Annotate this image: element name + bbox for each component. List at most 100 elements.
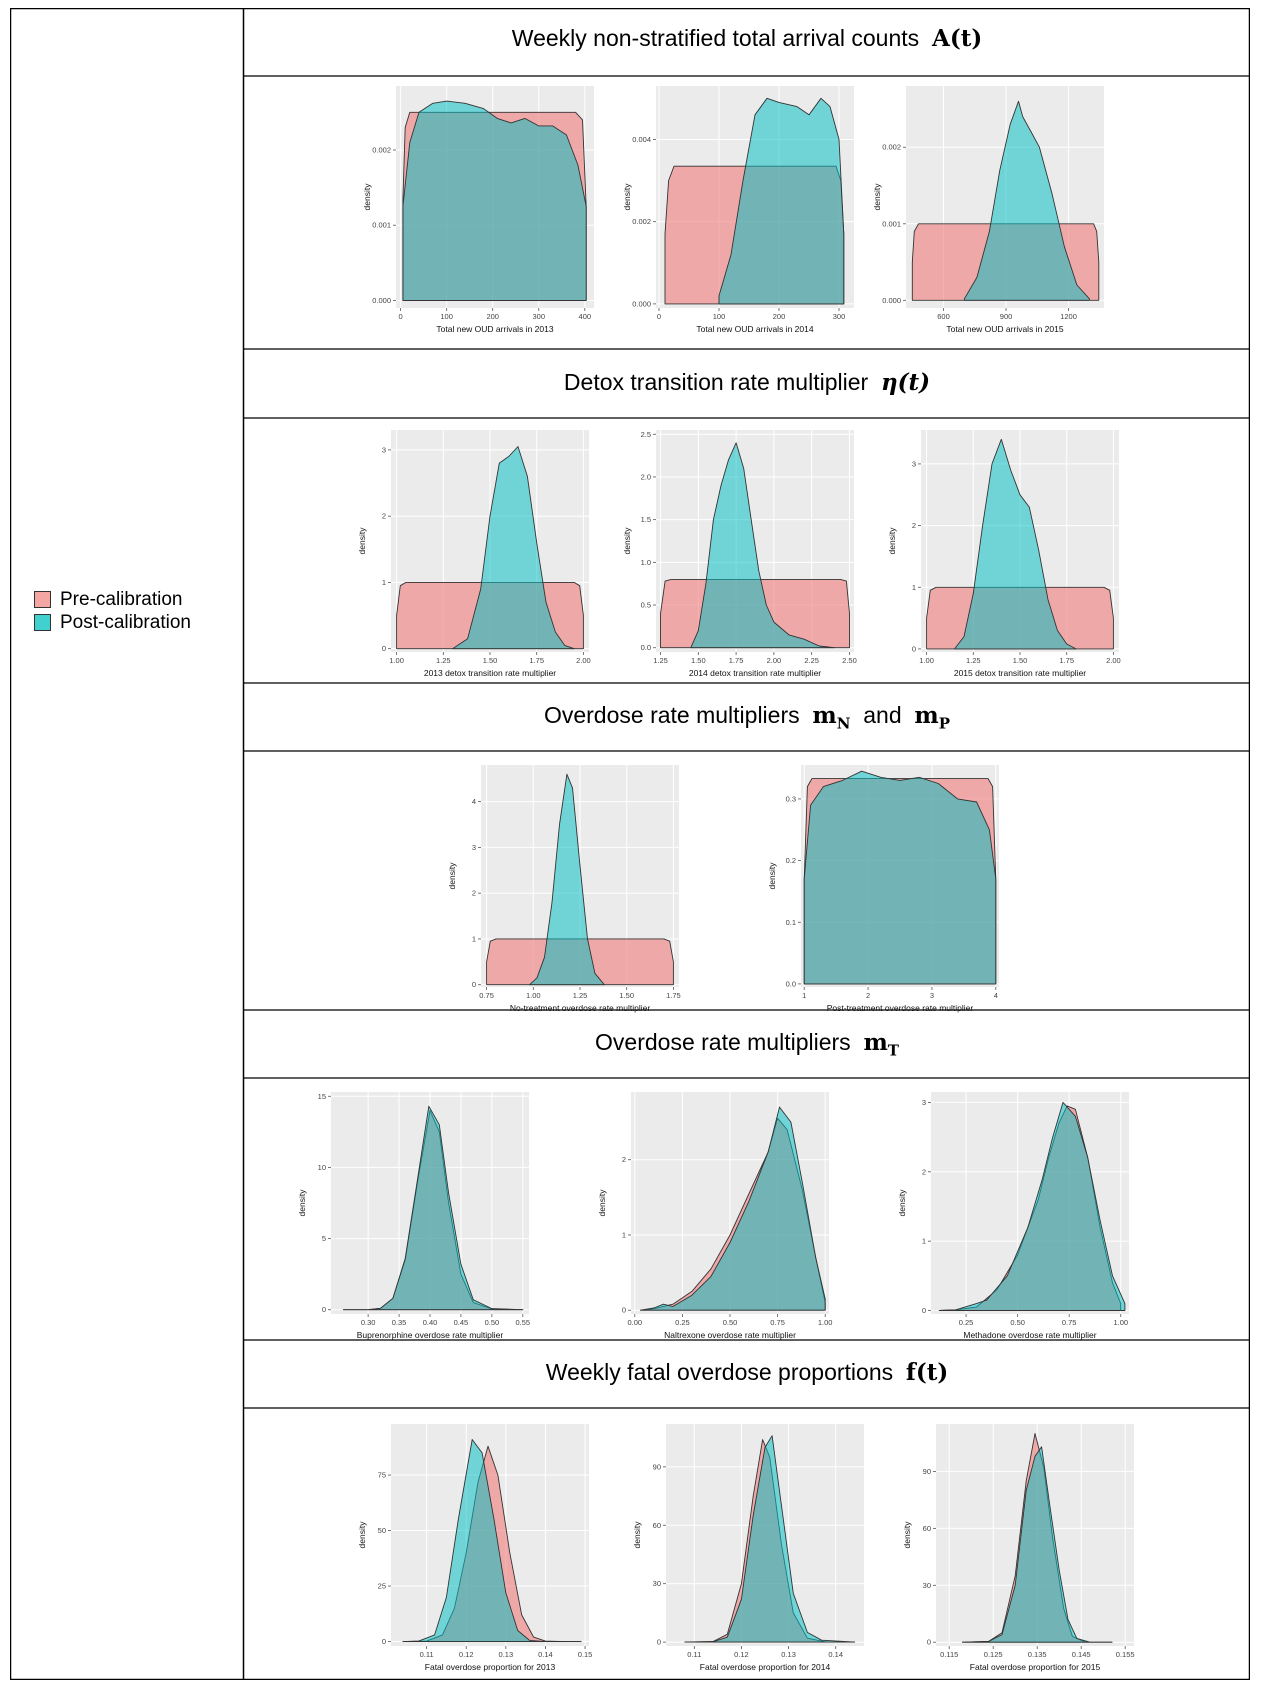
x-tick-label: 0.125 — [984, 1650, 1003, 1659]
density-area-post-calibration — [342, 1105, 524, 1311]
x-axis-label: 2014 detox transition rate multiplier — [689, 668, 821, 678]
x-tick-label: 1.75 — [666, 991, 681, 1000]
x-tick-label: 1.50 — [1013, 656, 1028, 665]
y-axis-label: density — [622, 527, 632, 555]
x-tick-label: 1.75 — [529, 656, 544, 665]
x-tick-label: 0.55 — [516, 1318, 531, 1327]
y-tick-label: 2 — [472, 889, 476, 898]
row-title-symbol: f — [905, 1359, 916, 1386]
y-tick-label: 0.002 — [372, 145, 391, 154]
chart-fatal-2014: 0.11 0.12 0.13 0.14 0 30 60 90 Fatal overdose pr… — [630, 1418, 870, 1676]
y-tick-label: 0.000 — [882, 296, 901, 305]
x-tick-label: 0.14 — [828, 1650, 843, 1659]
density-area-post-calibration — [961, 1446, 1113, 1643]
x-tick-label: 1200 — [1060, 312, 1077, 321]
x-tick-label: 0.11 — [687, 1650, 701, 1659]
x-tick-label: 300 — [532, 312, 545, 321]
x-axis-label: Naltrexone overdose rate multiplier — [664, 1330, 796, 1340]
chart-overdose-naltrexone: 0.00 0.25 0.50 0.75 1.00 0 1 2 Naltrexone overdo… — [595, 1086, 835, 1344]
y-tick-label: 0 — [382, 1637, 386, 1646]
x-tick-label: 3 — [930, 991, 934, 1000]
y-tick-label: 1 — [912, 583, 916, 592]
y-tick-label: 0.5 — [641, 601, 651, 610]
row-title-text: Overdose rate multipliers — [543, 702, 800, 728]
y-tick-label: 1 — [382, 578, 386, 587]
x-tick-label: 2.25 — [804, 656, 819, 665]
chart-arrivals-2014: 0 100 200 300 0.000 0.002 0.004 Total new OUD a… — [620, 80, 860, 338]
y-axis-label: density — [897, 1189, 907, 1217]
y-tick-label: 0.3 — [786, 794, 796, 803]
y-tick-label: 2 — [912, 521, 916, 530]
x-tick-label: 100 — [440, 312, 453, 321]
x-tick-label: 0.14 — [538, 1650, 553, 1659]
x-tick-label: 2.00 — [1106, 656, 1121, 665]
x-tick-label: 1 — [802, 991, 806, 1000]
density-plot-svg: 0.11 0.12 0.13 0.14 0.15 0 25 50 75 Fatal overdos… — [357, 1424, 592, 1672]
y-axis-label: density — [297, 1189, 307, 1217]
x-tick-label: 0.45 — [454, 1318, 469, 1327]
x-axis-label: Total new OUD arrivals in 2013 — [436, 324, 553, 334]
x-axis-label: Total new OUD arrivals in 2015 — [946, 324, 1063, 334]
x-axis-label: Fatal overdose proportion for 2013 — [425, 1662, 556, 1672]
y-tick-label: 60 — [653, 1521, 661, 1530]
y-tick-label: 0.2 — [786, 856, 796, 865]
x-axis-label: Fatal overdose proportion for 2014 — [700, 1662, 831, 1672]
y-tick-label: 0.004 — [632, 135, 651, 144]
chart-overdose-no-treatment: 0.75 1.00 1.25 1.50 1.75 0 1 2 3 4 No-treatment ov… — [445, 759, 685, 1017]
chart-overdose-buprenorphine: 0.30 0.35 0.40 0.45 0.50 0.55 0 5 10 15 Buprenorph… — [295, 1086, 535, 1344]
y-axis-label: density — [767, 862, 777, 890]
x-tick-label: 400 — [579, 312, 592, 321]
x-tick-label: 200 — [486, 312, 499, 321]
x-tick-label: 900 — [1000, 312, 1013, 321]
x-tick-label: 1.75 — [1059, 656, 1074, 665]
y-tick-label: 90 — [653, 1462, 661, 1471]
row-title-sub: T — [887, 1041, 899, 1060]
x-axis-label: 2013 detox transition rate multiplier — [424, 668, 556, 678]
density-plot-svg: 0.115 0.125 0.135 0.145 0.155 0 30 60 90 Fatal ov… — [902, 1424, 1135, 1672]
row-title-symbol: η — [880, 369, 898, 396]
chart-fatal-2015: 0.115 0.125 0.135 0.145 0.155 0 30 60 90 Fatal ov… — [900, 1418, 1140, 1676]
x-tick-label: 0.155 — [1116, 1650, 1135, 1659]
y-tick-label: 1.0 — [641, 558, 651, 567]
y-tick-label: 1 — [922, 1237, 926, 1246]
row-title-arg: (t) — [949, 25, 983, 52]
y-tick-label: 0 — [472, 980, 476, 989]
row-title-text: Detox transition rate multiplier — [563, 369, 869, 395]
y-tick-label: 2.5 — [641, 430, 651, 439]
density-plot-svg: 600 900 1200 0.000 0.001 0.002 Total new OUD a… — [872, 86, 1104, 334]
legend-entry-post: Post-calibration — [34, 611, 191, 634]
y-tick-label: 2 — [382, 512, 386, 521]
row-title-arg: (t) — [915, 1359, 949, 1386]
density-area-post-calibration — [640, 1106, 826, 1311]
y-tick-label: 0 — [657, 1638, 661, 1647]
y-tick-label: 0 — [927, 1638, 931, 1647]
density-plot-svg: 0.00 0.25 0.50 0.75 1.00 0 1 2 Naltrexone overdo… — [597, 1092, 833, 1340]
chart-arrivals-2015: 600 900 1200 0.000 0.001 0.002 Total new OUD a… — [870, 80, 1110, 338]
x-tick-label: 1.50 — [483, 656, 498, 665]
row-title-text: Overdose rate multipliers — [595, 1029, 851, 1055]
density-area-post-calibration — [402, 100, 587, 301]
y-tick-label: 3 — [912, 459, 916, 468]
x-tick-label: 1.25 — [436, 656, 451, 665]
y-tick-label: 5 — [322, 1234, 326, 1243]
density-plot-svg: 0.11 0.12 0.13 0.14 0 30 60 90 Fatal overdose pr… — [632, 1424, 864, 1672]
x-tick-label: 0.13 — [781, 1650, 796, 1659]
figure-frame: Pre-calibration Post-calibration Weekly … — [10, 8, 1250, 1680]
row-title-text: Weekly non-stratified total arrival coun… — [511, 25, 920, 51]
y-tick-label: 0.001 — [372, 221, 391, 230]
density-area-post-calibration — [690, 442, 835, 649]
chart-detox-2014: 1.25 1.50 1.75 2.00 2.25 2.50 0.0 0.5 1.0 1.5 2.0 2… — [620, 424, 860, 682]
y-tick-label: 60 — [923, 1524, 931, 1533]
density-plot-svg: 0 100 200 300 0.000 0.002 0.004 Total new OUD a… — [622, 86, 854, 334]
y-tick-label: 1 — [622, 1230, 626, 1239]
y-axis-label: density — [597, 1189, 607, 1217]
chart-detox-2013: 1.00 1.25 1.50 1.75 2.00 0 1 2 3 2013 detox trans… — [355, 424, 595, 682]
x-tick-label: 0.25 — [959, 1318, 974, 1327]
y-axis-label: density — [357, 1521, 367, 1549]
chart-arrivals-2013: 0 100 200 300 400 0.000 0.001 0.002 Total new OU… — [360, 80, 600, 338]
x-axis-label: No-treatment overdose rate multiplier — [510, 1003, 650, 1013]
y-tick-label: 1 — [472, 934, 476, 943]
density-area-post-calibration — [402, 1439, 582, 1643]
x-tick-label: 1.00 — [818, 1318, 833, 1327]
y-tick-label: 15 — [318, 1092, 326, 1101]
